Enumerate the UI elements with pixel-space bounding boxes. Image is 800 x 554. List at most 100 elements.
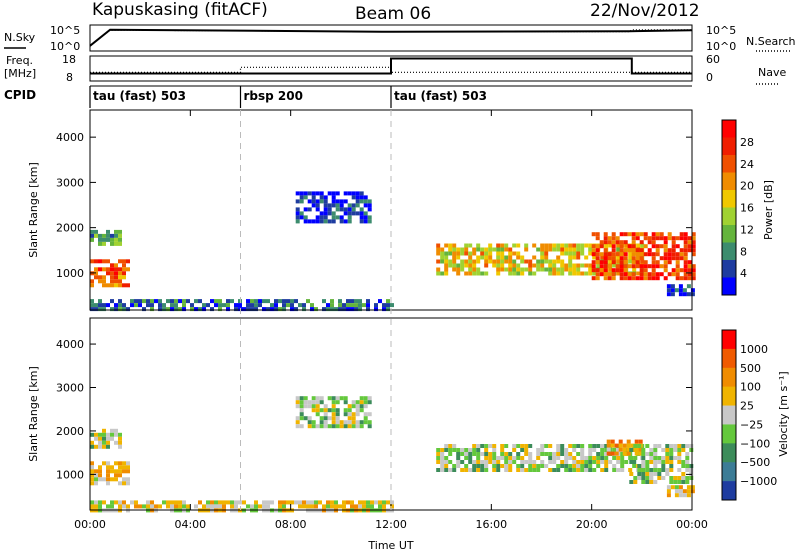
heatmap-cell xyxy=(639,252,644,257)
heatmap-cell xyxy=(619,244,624,249)
heatmap-cell xyxy=(194,299,198,304)
heatmap-cell xyxy=(584,243,589,248)
heatmap-cell xyxy=(246,307,250,312)
heatmap-cell xyxy=(655,232,660,237)
heatmap-cell xyxy=(560,464,565,468)
heatmap-cell xyxy=(323,211,328,216)
heatmap-cell xyxy=(198,307,202,312)
heatmap-cell xyxy=(591,244,596,249)
heatmap-cell xyxy=(622,451,627,456)
heatmap-cell xyxy=(691,272,696,277)
heatmap-cell xyxy=(444,267,449,272)
heatmap-cell xyxy=(367,412,372,417)
heatmap-cell xyxy=(620,464,625,468)
heatmap-cell xyxy=(599,268,604,273)
heatmap-cell xyxy=(114,428,118,433)
heatmap-cell xyxy=(615,240,620,245)
heatmap-cell xyxy=(90,473,94,478)
heatmap-cell xyxy=(492,468,497,472)
heatmap-cell xyxy=(358,504,362,509)
heatmap-cell xyxy=(572,255,577,260)
heatmap-cell xyxy=(604,243,609,248)
heatmap-cell xyxy=(468,255,473,260)
figure-site-title: Kapuskasing (fitACF) xyxy=(92,0,268,20)
heatmap-cell xyxy=(118,469,122,474)
heatmap-cell xyxy=(222,303,226,308)
heatmap-cell xyxy=(146,500,150,505)
heatmap-cell xyxy=(351,412,356,417)
heatmap-cell xyxy=(334,307,338,312)
heatmap-cell xyxy=(367,396,372,401)
heatmap-cell xyxy=(669,468,674,472)
heatmap-cell xyxy=(629,460,634,464)
heatmap-cell xyxy=(683,264,688,269)
heatmap-cell xyxy=(568,468,573,472)
heatmap-cell xyxy=(677,480,682,484)
heatmap-cell xyxy=(339,424,344,429)
heatmap-cell xyxy=(440,247,445,252)
heatmap-cell xyxy=(480,251,485,256)
heatmap-cell xyxy=(472,251,477,256)
heatmap-cell xyxy=(440,456,445,460)
heatmap-cell xyxy=(588,444,593,448)
heatmap-cell xyxy=(666,288,671,293)
heatmap-cell xyxy=(634,451,639,456)
heatmap-cell xyxy=(94,233,98,238)
heatmap-cell xyxy=(645,460,650,464)
freq-panel: Freq. [MHz] 18 8 60 0 Nave xyxy=(4,53,786,85)
heatmap-cell xyxy=(347,412,352,417)
velocity-colorbar-label: Velocity [m s⁻¹] xyxy=(777,371,790,456)
heatmap-cell xyxy=(218,303,222,308)
heatmap-cell xyxy=(310,500,314,505)
heatmap-cell xyxy=(346,299,350,304)
heatmap-cell xyxy=(319,424,324,429)
colorbar-tick-label: 24 xyxy=(740,158,754,171)
heatmap-cell xyxy=(323,404,328,409)
heatmap-cell xyxy=(623,256,628,261)
heatmap-cell xyxy=(564,267,569,272)
heatmap-cell xyxy=(681,472,686,476)
heatmap-cell xyxy=(318,500,322,505)
heatmap-cell xyxy=(640,259,645,264)
heatmap-cell xyxy=(436,247,441,252)
nave-label: Nave xyxy=(758,66,786,79)
heatmap-cell xyxy=(576,271,581,276)
heatmap-cell xyxy=(295,191,300,196)
heatmap-cell xyxy=(667,252,672,257)
heatmap-cell xyxy=(354,299,358,304)
heatmap-cell xyxy=(102,267,106,272)
heatmap-cell xyxy=(359,424,364,429)
heatmap-cell xyxy=(584,263,589,268)
heatmap-cell xyxy=(607,252,612,257)
heatmap-cell xyxy=(679,248,684,253)
heatmap-cell xyxy=(540,452,545,456)
heatmap-cell xyxy=(90,500,94,505)
heatmap-cell xyxy=(90,303,94,308)
heatmap-cell xyxy=(560,247,565,252)
time-x-axis-label: Time UT xyxy=(367,539,413,552)
heatmap-cell xyxy=(150,303,154,308)
heatmap-cell xyxy=(390,500,394,505)
heatmap-cell xyxy=(118,436,122,441)
heatmap-cell xyxy=(472,448,477,452)
heatmap-cell xyxy=(673,448,678,452)
heatmap-cell xyxy=(645,464,650,468)
heatmap-cell xyxy=(628,468,633,472)
heatmap-cell xyxy=(102,440,106,445)
heatmap-cell xyxy=(362,303,366,308)
heatmap-cell xyxy=(476,247,481,252)
heatmap-cell xyxy=(351,424,356,429)
heatmap-cell xyxy=(666,292,671,297)
heatmap-cell xyxy=(294,307,298,312)
heatmap-cell xyxy=(665,444,670,448)
y-tick-label: 3000 xyxy=(56,382,84,395)
heatmap-cell xyxy=(382,500,386,505)
heatmap-cell xyxy=(687,244,692,249)
heatmap-cell xyxy=(448,448,453,452)
heatmap-cell xyxy=(580,448,585,452)
heatmap-cell xyxy=(548,259,553,264)
heatmap-cell xyxy=(678,288,683,293)
heatmap-cell xyxy=(311,219,316,224)
heatmap-cell xyxy=(106,233,110,238)
heatmap-cell xyxy=(122,500,126,505)
